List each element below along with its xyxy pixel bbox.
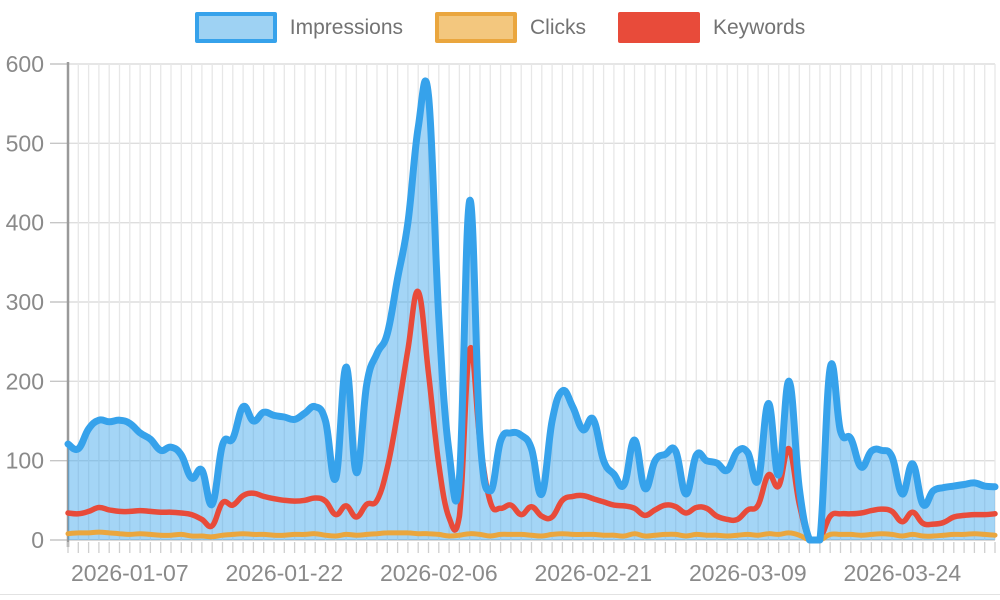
svg-text:2026-03-24: 2026-03-24: [843, 560, 961, 586]
legend-label-keywords: Keywords: [713, 16, 806, 39]
svg-text:100: 100: [6, 448, 44, 474]
keywords-swatch-icon: [618, 12, 700, 43]
svg-text:200: 200: [6, 368, 44, 394]
svg-text:2026-03-09: 2026-03-09: [689, 560, 807, 586]
svg-text:500: 500: [6, 130, 44, 156]
legend-label-impressions: Impressions: [289, 16, 403, 39]
legend-item-clicks[interactable]: Clicks: [435, 12, 586, 43]
svg-text:2026-01-07: 2026-01-07: [71, 560, 189, 586]
impressions-swatch-icon: [194, 12, 277, 43]
legend-item-keywords[interactable]: Keywords: [618, 12, 805, 43]
svg-text:2026-02-21: 2026-02-21: [534, 560, 652, 586]
svg-text:0: 0: [31, 527, 44, 553]
svg-text:300: 300: [6, 289, 44, 315]
svg-text:2026-01-22: 2026-01-22: [225, 560, 343, 586]
svg-text:400: 400: [6, 210, 44, 236]
bottom-divider: [0, 594, 1000, 595]
legend-label-clicks: Clicks: [530, 16, 586, 39]
svg-text:600: 600: [6, 51, 44, 77]
legend-item-impressions[interactable]: Impressions: [194, 12, 403, 43]
svg-text:2026-02-06: 2026-02-06: [380, 560, 498, 586]
clicks-swatch-icon: [435, 12, 517, 43]
chart-legend: Impressions Clicks Keywords: [0, 12, 1000, 43]
